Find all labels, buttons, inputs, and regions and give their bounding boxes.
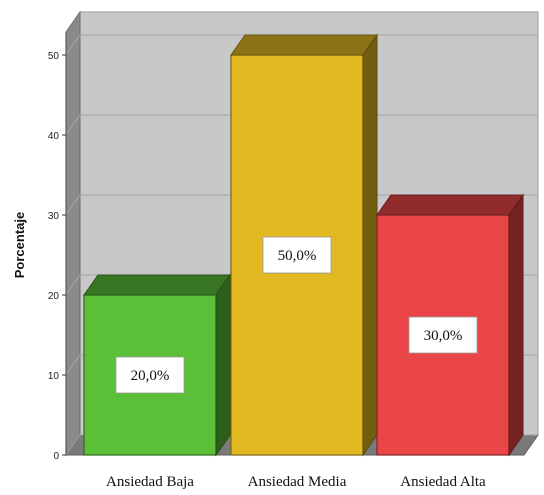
data-label-box bbox=[115, 356, 185, 394]
bar-ansiedad-baja bbox=[83, 273, 231, 457]
data-labels: 20,0% 50,0% 30,0% bbox=[115, 236, 478, 394]
y-axis-title: Porcentaje bbox=[12, 212, 27, 278]
bar-side bbox=[215, 273, 231, 457]
data-label-text: 30,0% bbox=[424, 328, 463, 344]
bar-top bbox=[83, 274, 231, 296]
y-axis: 0 10 20 30 40 50 bbox=[48, 32, 67, 462]
x-tick-label: Ansiedad Alta bbox=[400, 474, 486, 490]
y-tick-label: 30 bbox=[48, 211, 60, 222]
bar-top bbox=[230, 34, 378, 56]
x-tick-label: Ansiedad Media bbox=[248, 474, 347, 490]
gridline bbox=[65, 114, 538, 136]
y-tick-label: 50 bbox=[48, 51, 60, 62]
data-label: 20,0% bbox=[115, 356, 185, 394]
y-tick-label: 20 bbox=[48, 291, 60, 302]
bar-side bbox=[508, 193, 524, 457]
data-label-box bbox=[262, 236, 332, 274]
category-labels: Ansiedad Baja Ansiedad Media Ansiedad Alta bbox=[106, 474, 486, 490]
data-label-text: 20,0% bbox=[131, 368, 170, 384]
y-tick-label: 40 bbox=[48, 131, 60, 142]
y-tick-label: 0 bbox=[53, 451, 59, 462]
gridline bbox=[65, 194, 538, 216]
data-label-box bbox=[408, 316, 478, 354]
gridline bbox=[65, 34, 538, 56]
side-wall bbox=[65, 10, 81, 457]
data-label: 30,0% bbox=[408, 316, 478, 354]
data-label: 50,0% bbox=[262, 236, 332, 274]
bar-top bbox=[376, 194, 524, 216]
y-tick-label: 10 bbox=[48, 371, 60, 382]
data-label-text: 50,0% bbox=[278, 248, 317, 264]
x-tick-label: Ansiedad Baja bbox=[106, 474, 194, 490]
bar-side bbox=[362, 33, 378, 457]
